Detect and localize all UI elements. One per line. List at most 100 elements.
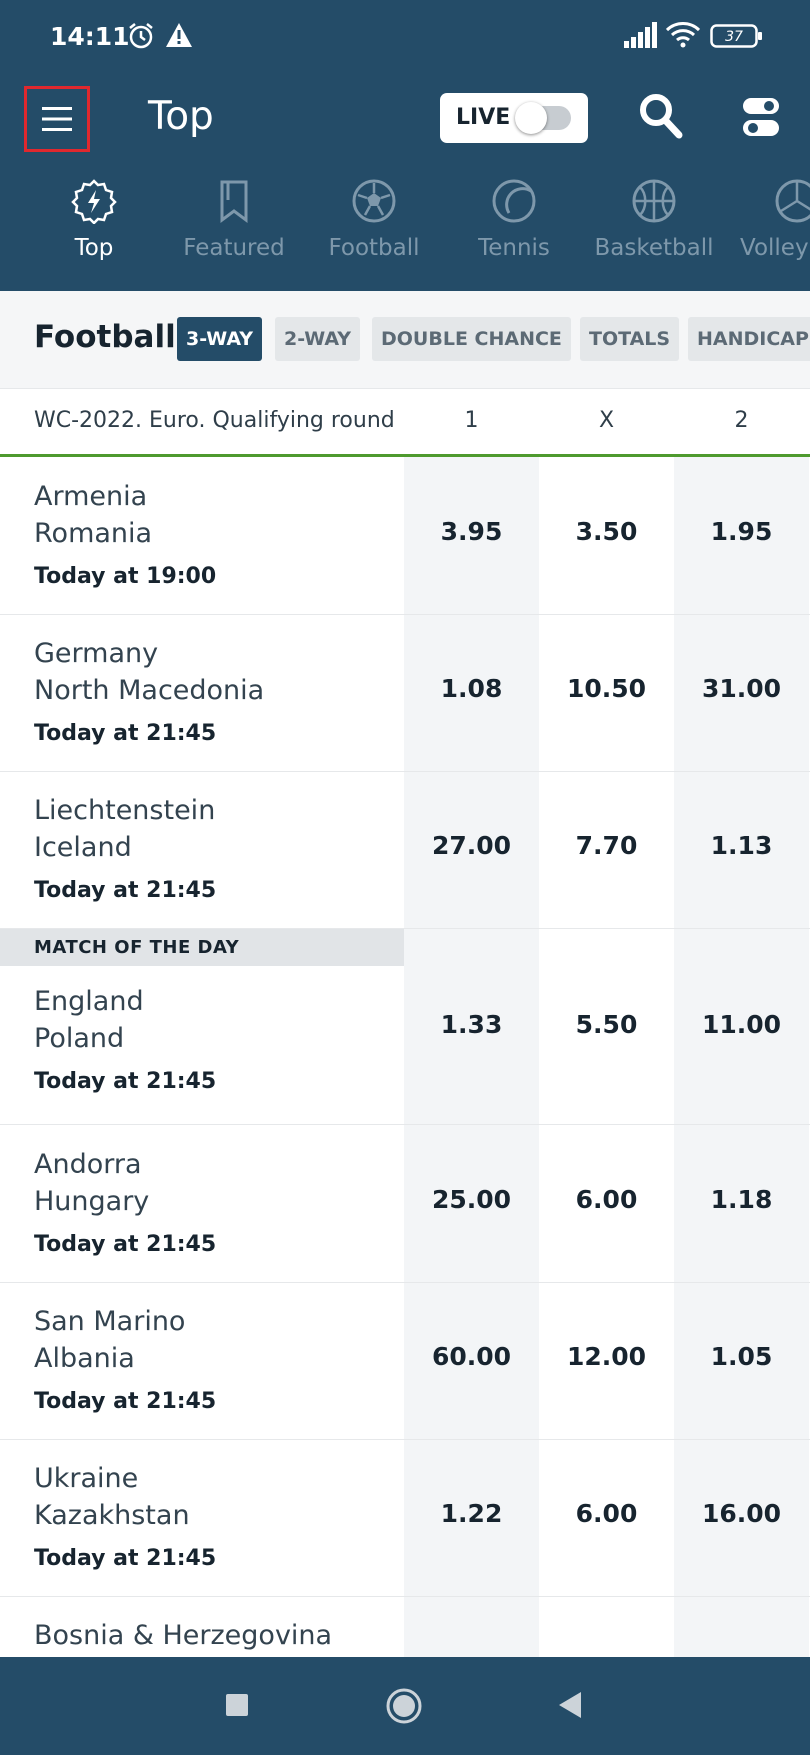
basketball-icon	[632, 179, 676, 223]
volleyball-icon	[775, 179, 810, 223]
odd-1[interactable]: 1.33	[440, 1010, 503, 1039]
team-home: England	[34, 986, 144, 1017]
odd-2[interactable]: 1.05	[710, 1342, 773, 1371]
back-icon[interactable]	[557, 1691, 583, 1723]
odd-2[interactable]: 31.00	[701, 674, 782, 703]
football-icon	[352, 179, 396, 223]
odd-2[interactable]: 1.18	[710, 1185, 773, 1214]
odd-x[interactable]: 10.50	[566, 674, 647, 703]
column-x: X	[598, 408, 615, 433]
odd-2[interactable]: 1.13	[710, 831, 773, 860]
team-home: Germany	[34, 638, 159, 669]
odd-x[interactable]: 6.00	[575, 1499, 638, 1528]
tab-label: Volley	[740, 235, 809, 261]
tab-label: Featured	[183, 235, 285, 261]
team-home: Andorra	[34, 1149, 142, 1180]
tab-volley[interactable]: Volley	[716, 178, 810, 261]
menu-icon	[42, 107, 72, 131]
system-nav-bar	[0, 1657, 810, 1755]
match-time: Today at 21:45	[34, 1389, 217, 1414]
match-row[interactable]: Liechtenstein Iceland Today at 21:45 27.…	[0, 771, 810, 929]
battery-icon: 37	[710, 24, 764, 52]
match-time: Today at 21:45	[34, 878, 217, 903]
team-away: Albania	[34, 1343, 135, 1374]
tab-tennis[interactable]: Tennis	[444, 178, 584, 261]
toggle-settings-icon[interactable]	[741, 96, 781, 142]
app-header: 14:11 37 Top LIVE Top	[0, 0, 810, 291]
team-home: San Marino	[34, 1306, 186, 1337]
tab-label: Top	[74, 235, 114, 261]
wifi-icon	[665, 22, 701, 52]
match-list: Armenia Romania Today at 19:00 3.95 3.50…	[0, 457, 810, 1657]
chip-totals[interactable]: TOTALS	[580, 317, 680, 361]
home-icon[interactable]	[385, 1687, 423, 1729]
lightning-gear-icon	[71, 179, 117, 224]
team-away: Romania	[34, 518, 153, 549]
odd-x[interactable]: 7.70	[575, 831, 638, 860]
chip-2-way[interactable]: 2-WAY	[275, 317, 361, 361]
live-toggle[interactable]: LIVE	[440, 93, 588, 143]
status-bar: 14:11 37	[0, 0, 810, 75]
odd-1[interactable]: 60.00	[431, 1342, 512, 1371]
page-title: Top	[148, 94, 214, 139]
odds-column-bg	[674, 457, 809, 1657]
match-row[interactable]: San Marino Albania Today at 21:45 60.00 …	[0, 1282, 810, 1440]
search-icon[interactable]	[638, 92, 684, 144]
odd-x[interactable]: 5.50	[575, 1010, 638, 1039]
tab-featured[interactable]: Featured	[164, 178, 304, 261]
odd-1[interactable]: 27.00	[431, 831, 512, 860]
match-row[interactable]: England Poland Today at 21:45 1.33 5.50 …	[0, 966, 810, 1125]
team-away: Hungary	[34, 1186, 150, 1217]
match-row[interactable]: Germany North Macedonia Today at 21:45 1…	[0, 614, 810, 772]
match-of-the-day-label: MATCH OF THE DAY	[34, 937, 240, 958]
alarm-icon	[127, 22, 155, 54]
odd-1[interactable]: 3.95	[440, 517, 503, 546]
odd-1[interactable]: 25.00	[431, 1185, 512, 1214]
tab-label: Tennis	[478, 235, 550, 261]
match-row[interactable]: Ukraine Kazakhstan Today at 21:45 1.22 6…	[0, 1439, 810, 1597]
tab-label: Basketball	[594, 235, 714, 261]
odd-x[interactable]: 6.00	[575, 1185, 638, 1214]
team-away: Kazakhstan	[34, 1500, 190, 1531]
recents-icon[interactable]	[225, 1693, 249, 1721]
match-time: Today at 21:45	[34, 1232, 217, 1257]
match-row[interactable]: Andorra Hungary Today at 21:45 25.00 6.0…	[0, 1125, 810, 1283]
tennis-ball-icon	[492, 179, 536, 223]
odd-2[interactable]: 11.00	[701, 1010, 782, 1039]
live-switch-knob	[515, 102, 547, 134]
odd-2[interactable]: 16.00	[701, 1499, 782, 1528]
team-home: Ukraine	[34, 1463, 139, 1494]
column-1: 1	[464, 408, 479, 433]
match-row[interactable]: Bosnia & Herzegovina	[0, 1596, 810, 1657]
match-time: Today at 21:45	[34, 721, 217, 746]
live-label: LIVE	[456, 105, 511, 130]
team-home: Armenia	[34, 481, 148, 512]
tab-football[interactable]: Football	[304, 178, 444, 261]
match-of-the-day-banner: MATCH OF THE DAY	[0, 929, 404, 966]
odd-x[interactable]: 12.00	[566, 1342, 647, 1371]
team-home: Bosnia & Herzegovina	[34, 1620, 333, 1651]
odd-x[interactable]: 3.50	[575, 517, 638, 546]
market-filter-bar: Football 3-WAY 2-WAY DOUBLE CHANCE TOTAL…	[0, 291, 810, 389]
odd-2[interactable]: 1.95	[710, 517, 773, 546]
odd-1[interactable]: 1.08	[440, 674, 503, 703]
team-away: North Macedonia	[34, 675, 265, 706]
chip-handicap[interactable]: HANDICAP	[688, 317, 810, 361]
sport-tabs: Top Featured Football Tennis Basketball …	[0, 178, 810, 278]
league-name: WC-2022. Euro. Qualifying round	[34, 408, 395, 433]
signal-icon	[624, 22, 658, 52]
tab-label: Football	[328, 235, 420, 261]
warning-icon	[165, 22, 193, 52]
menu-button[interactable]	[24, 86, 90, 152]
tab-basketball[interactable]: Basketball	[584, 178, 724, 261]
odd-1[interactable]: 1.22	[440, 1499, 503, 1528]
match-row[interactable]: Armenia Romania Today at 19:00 3.95 3.50…	[0, 457, 810, 615]
tab-top[interactable]: Top	[24, 178, 164, 261]
odds-column-header: WC-2022. Euro. Qualifying round 1 X 2	[0, 389, 810, 457]
match-time: Today at 19:00	[34, 564, 217, 589]
team-home: Liechtenstein	[34, 795, 216, 826]
chip-double-chance[interactable]: DOUBLE CHANCE	[372, 317, 571, 361]
chip-3-way[interactable]: 3-WAY	[177, 317, 263, 361]
match-time: Today at 21:45	[34, 1069, 217, 1094]
bookmark-icon	[220, 180, 248, 223]
